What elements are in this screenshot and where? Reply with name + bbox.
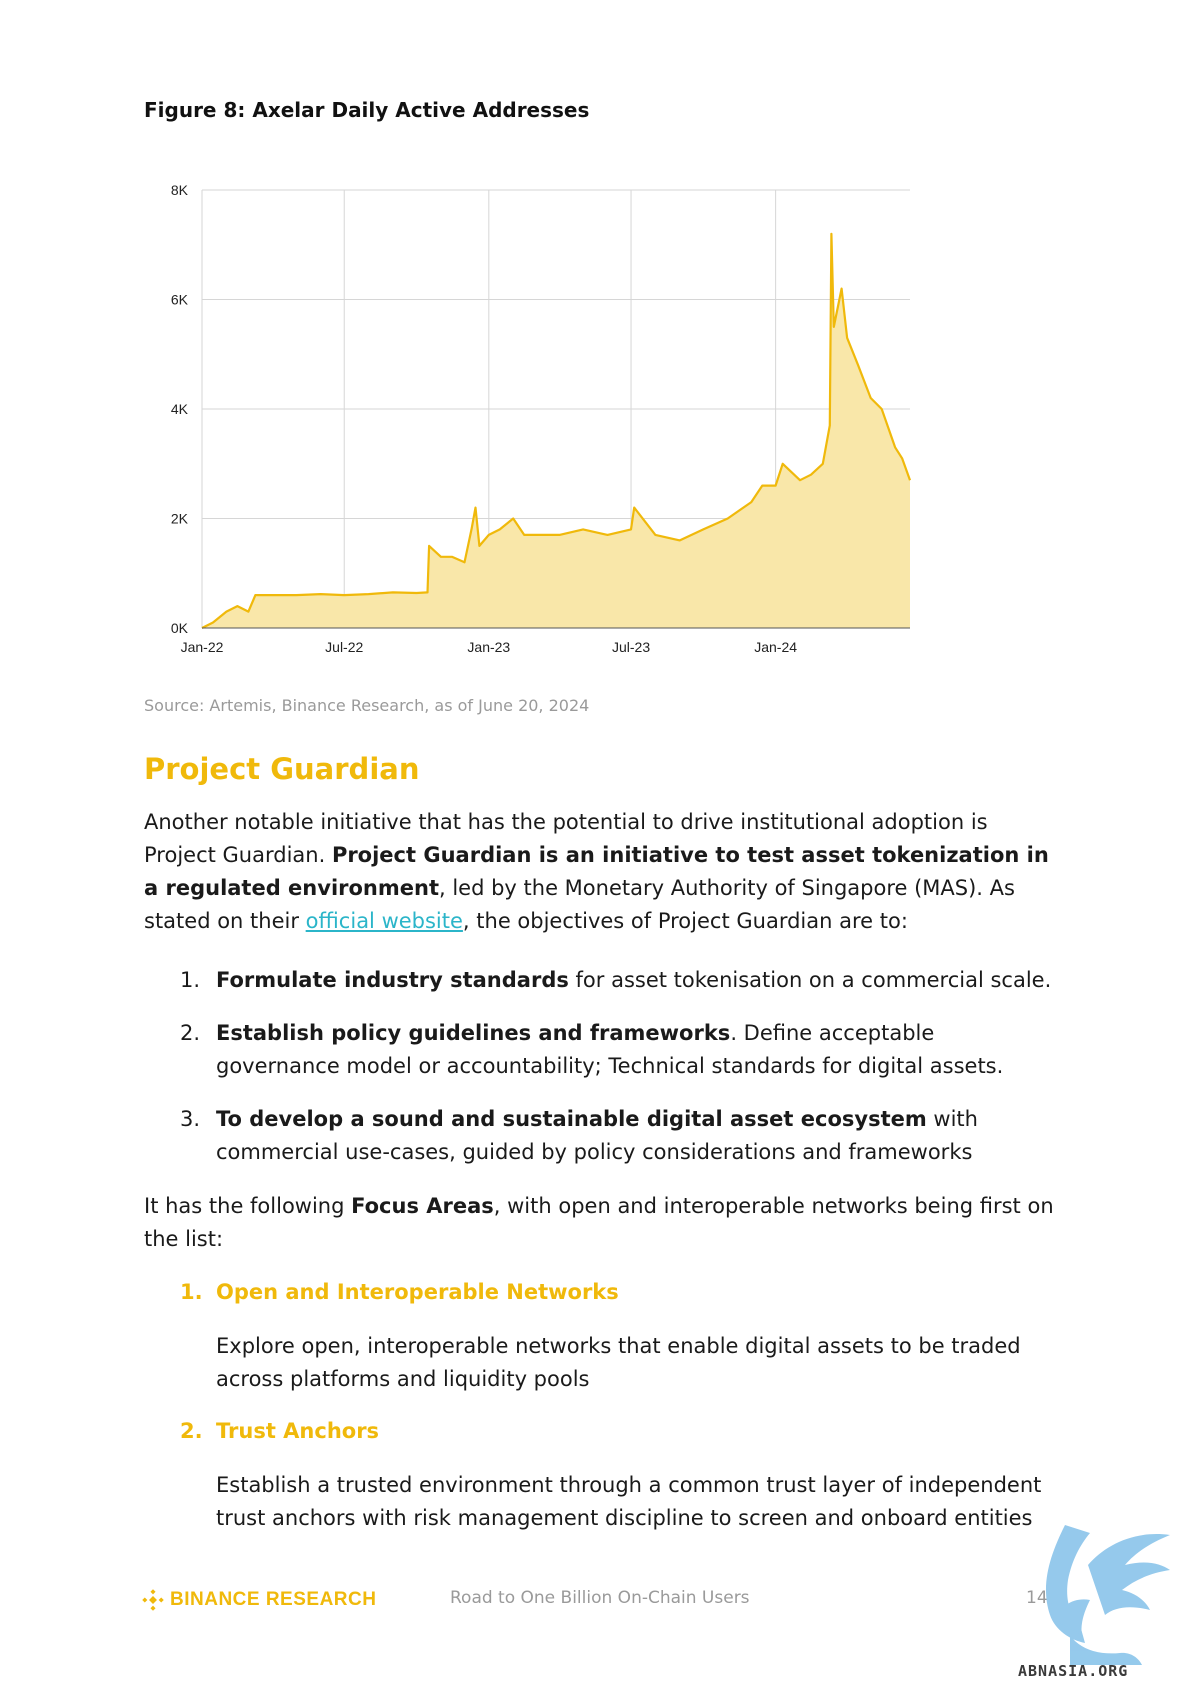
focus-area-number: 2. <box>180 1419 203 1443</box>
watermark-text: ABNASIA.ORG <box>1018 1662 1129 1680</box>
intro-text-3: , the objectives of Project Guardian are… <box>462 909 908 933</box>
x-tick-label: Jan-23 <box>467 639 510 655</box>
y-tick-label: 4K <box>171 401 189 417</box>
series-area <box>202 233 910 629</box>
objective-text: . Define acceptable governance model or … <box>216 1021 1004 1078</box>
x-tick-label: Jul-23 <box>612 639 650 655</box>
footer-title: Road to One Billion On-Chain Users <box>450 1588 750 1608</box>
brand-name: BINANCE RESEARCH <box>170 1589 377 1610</box>
focus-area-label: Trust Anchors <box>216 1419 380 1443</box>
focus-area-description: Explore open, interoperable networks tha… <box>216 1334 1021 1391</box>
x-tick-label: Jul-22 <box>325 639 363 655</box>
objective-number: 1. <box>180 968 201 992</box>
x-axis: Jan-22 Jul-22 Jan-23 Jul-23 Jan-24 <box>181 639 798 655</box>
focus-area-number: 1. <box>180 1280 203 1304</box>
x-tick-label: Jan-24 <box>754 639 797 655</box>
objective-item: 3. To develop a sound and sustainable di… <box>180 1103 1060 1169</box>
objective-number: 2. <box>180 1021 201 1045</box>
figure-source: Source: Artemis, Binance Research, as of… <box>144 696 590 715</box>
griffin-watermark-icon <box>1045 1525 1170 1665</box>
focus-area-title: 1. Open and Interoperable Networks <box>180 1280 619 1304</box>
focus-intro-text-2: , with open and interoperable networks b… <box>144 1194 1054 1251</box>
objective-number: 3. <box>180 1107 201 1131</box>
section-heading: Project Guardian <box>144 752 420 786</box>
intro-paragraph: Another notable initiative that has the … <box>144 806 1064 938</box>
focus-area-label: Open and Interoperable Networks <box>216 1280 619 1304</box>
series-line <box>201 232 912 629</box>
binance-research-logo: BINANCE RESEARCH <box>142 1588 376 1612</box>
focus-intro-paragraph: It has the following Focus Areas, with o… <box>144 1190 1064 1256</box>
focus-intro-bold: Focus Areas <box>351 1194 494 1218</box>
y-tick-label: 6K <box>171 292 189 308</box>
intro-text-1: Another notable initiative that has the … <box>144 810 988 867</box>
y-tick-label: 2K <box>171 511 189 527</box>
objective-item: 2. Establish policy guidelines and frame… <box>180 1017 1060 1083</box>
objective-text: for asset tokenisation on a commercial s… <box>568 968 1052 992</box>
x-tick-label: Jan-22 <box>181 639 224 655</box>
objective-bold: Formulate industry standards <box>216 968 569 992</box>
y-axis: 0K 2K 4K 6K 8K <box>171 182 189 636</box>
y-tick-label: 8K <box>171 182 189 198</box>
intro-bold: Project Guardian is an initiative to tes… <box>144 843 1049 900</box>
focus-intro-text-1: It has the following <box>144 1194 352 1218</box>
objective-bold: To develop a sound and sustainable digit… <box>216 1107 927 1131</box>
objective-text: with commercial use-cases, guided by pol… <box>216 1107 978 1164</box>
objective-item: 1. Formulate industry standards for asse… <box>180 964 1060 997</box>
focus-area-title: 2. Trust Anchors <box>180 1419 379 1443</box>
objective-bold: Establish policy guidelines and framewor… <box>216 1021 731 1045</box>
figure-title: Figure 8: Axelar Daily Active Addresses <box>144 98 590 122</box>
focus-area-description: Establish a trusted environment through … <box>216 1473 1042 1530</box>
page-number: 14 <box>1026 1588 1048 1608</box>
binance-diamond-icon <box>142 1589 164 1611</box>
official-website-link[interactable]: official website <box>305 909 463 933</box>
y-tick-label: 0K <box>171 620 189 636</box>
intro-text-2: , led by the Monetary Authority of Singa… <box>144 876 1015 933</box>
